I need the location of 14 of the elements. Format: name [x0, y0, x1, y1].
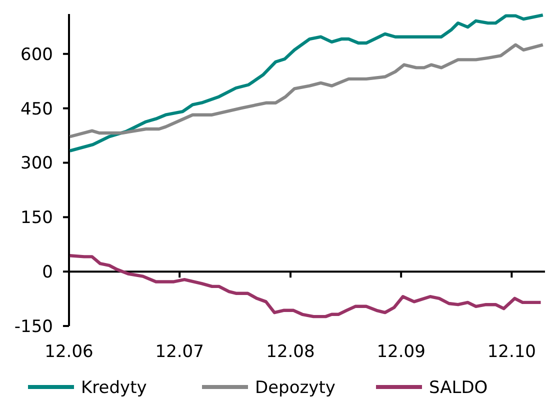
y-tick-label: 600 [20, 44, 53, 65]
y-tick-label: -150 [14, 316, 53, 337]
x-tick-label: 12.06 [44, 342, 94, 362]
legend-label: Depozyty [255, 378, 336, 398]
x-tick-label: 12.08 [266, 342, 315, 362]
y-tick-label: 450 [20, 99, 53, 120]
x-tick-label: 12.09 [376, 342, 426, 362]
legend-label: Kredyty [81, 378, 147, 398]
legend-label: SALDO [429, 378, 488, 398]
x-tick-label: 12.07 [155, 342, 204, 362]
y-tick-label: 150 [20, 208, 53, 228]
y-tick-label: 0 [42, 262, 53, 283]
y-tick-label: 300 [20, 154, 53, 174]
x-tick-label: 12.10 [487, 342, 536, 362]
